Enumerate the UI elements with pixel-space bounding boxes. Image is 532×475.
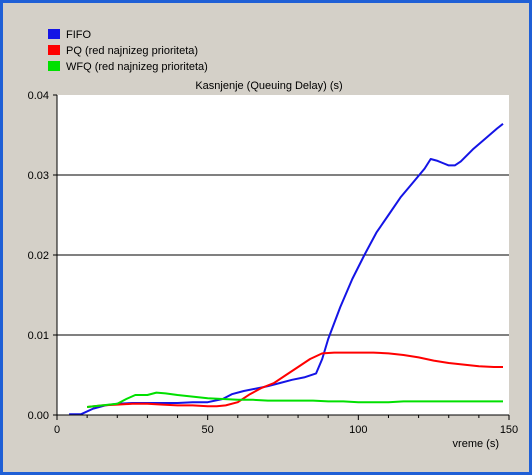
y-tick-label: 0.02 [28,250,49,262]
x-tick-label: 100 [349,424,367,436]
legend-swatch-pq [48,45,60,55]
legend-swatch-fifo [48,29,60,39]
legend-label-pq: PQ (red najnizeg prioriteta) [66,45,198,57]
axes: 0.00 0.01 0.02 0.03 0.04 0 50 100 150 [28,90,519,436]
x-tick-label: 0 [54,424,60,436]
y-tick-label: 0.00 [28,410,49,422]
series-line-2 [86,391,503,408]
y-tick-label: 0.01 [28,330,49,342]
grid-lines [57,174,509,336]
legend: FIFO PQ (red najnizeg prioriteta) WFQ (r… [48,29,208,73]
legend-label-fifo: FIFO [66,29,91,41]
series-group [69,123,504,416]
y-tick-label: 0.03 [28,170,49,182]
legend-swatch-wfq [48,61,60,71]
x-axis-label: vreme (s) [453,438,499,450]
y-tick-label: 0.04 [28,90,49,102]
series-line-0 [69,123,504,416]
x-tick-label: 50 [202,424,214,436]
legend-label-wfq: WFQ (red najnizeg prioriteta) [66,61,208,73]
chart-title: Kasnjenje (Queuing Delay) (s) [195,80,342,92]
series-line-1 [86,351,503,408]
chart-canvas: FIFO PQ (red najnizeg prioriteta) WFQ (r… [28,29,519,450]
x-tick-label: 150 [500,424,518,436]
